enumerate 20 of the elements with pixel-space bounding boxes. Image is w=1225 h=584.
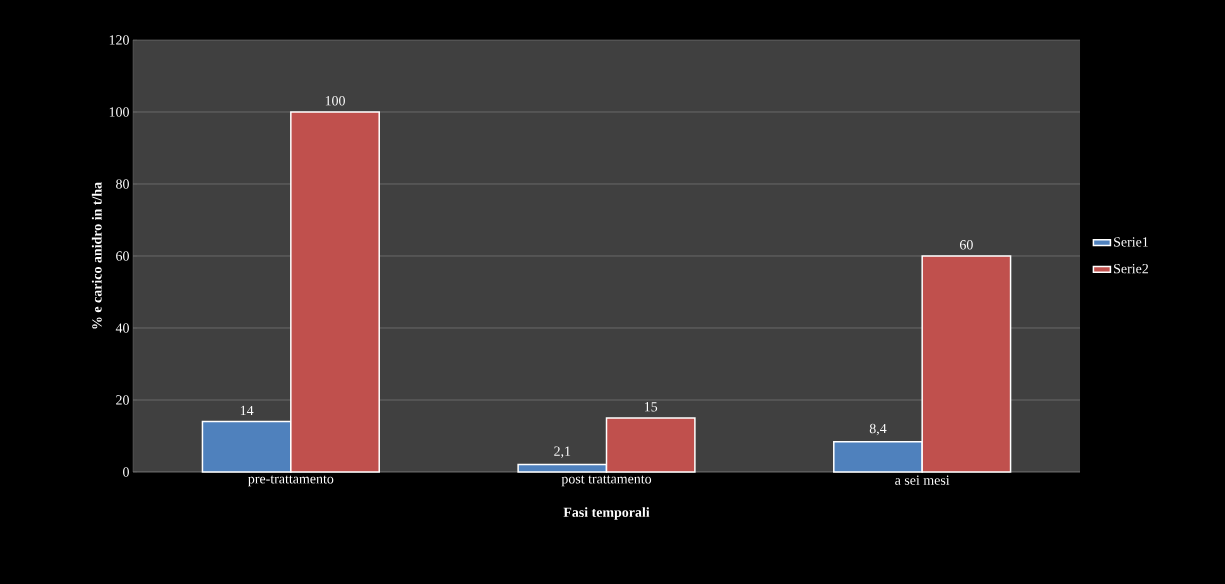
- y-axis-title: % e carico anidro in t/ha: [91, 182, 102, 329]
- x-tick-label: a sei mesi: [895, 475, 950, 485]
- data-label: 100: [325, 96, 345, 106]
- legend-label: Serie1: [1114, 237, 1148, 247]
- data-label: 8,4: [869, 423, 887, 436]
- y-tick-label: 60: [116, 251, 129, 261]
- y-tick-label: 100: [109, 107, 129, 117]
- y-tick-label: 120: [109, 35, 129, 45]
- y-tick-label: 20: [116, 395, 129, 405]
- y-tick-label: 40: [115, 323, 129, 333]
- y-tick-label: 80: [116, 179, 129, 189]
- data-label: 60: [959, 240, 973, 250]
- legend-label: Serie2: [1114, 263, 1149, 274]
- data-label: 14: [240, 405, 254, 416]
- x-axis-title: Fasi temporali: [563, 507, 650, 520]
- x-tick-label: pre-trattamento: [248, 475, 334, 487]
- x-tick-label: post trattamento: [561, 475, 652, 487]
- data-label: 15: [644, 402, 658, 412]
- data-label: 2,1: [554, 446, 571, 458]
- y-tick-label: 0: [123, 467, 129, 477]
